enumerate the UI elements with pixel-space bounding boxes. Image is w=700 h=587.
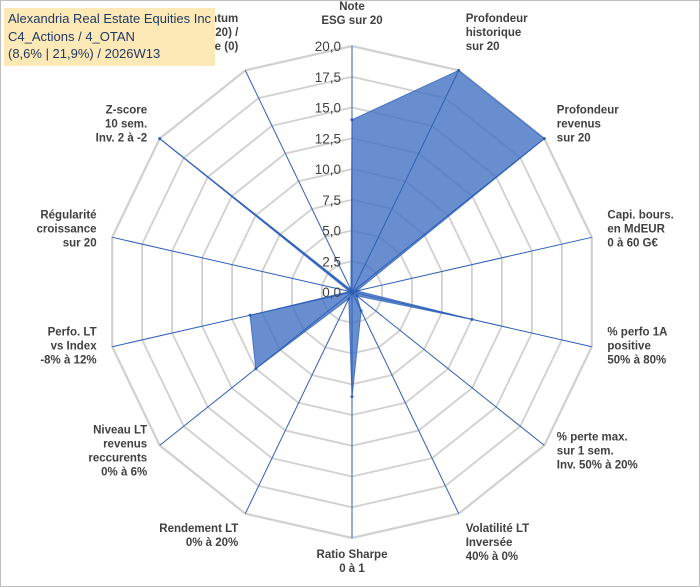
axis-label-line: Inv. 2 à -2 — [96, 133, 148, 145]
axis-spoke — [351, 70, 460, 293]
axis-label-line: % perte max. — [557, 431, 628, 443]
data-point — [248, 313, 252, 317]
radial-tick-label: 17,5 — [315, 70, 341, 85]
axis-label: % perfo 1A positive 50% à 80% — [607, 326, 667, 366]
axis-label-line: sur 20 — [557, 133, 591, 145]
data-point — [457, 68, 461, 72]
axis-spoke — [244, 291, 353, 514]
radial-tick-label: 5,0 — [322, 224, 341, 239]
axis-label-line: revenus — [557, 119, 601, 131]
axis-label-line: Volatilité LT — [466, 523, 529, 535]
axis-label-line: % perfo 1A — [607, 326, 667, 338]
axis-label: Profondeur historique sur 20 — [466, 13, 528, 53]
axis-label: Perfo. LT vs Index -8% à 12% — [40, 326, 97, 366]
axis-label-line: -8% à 12% — [40, 354, 96, 366]
axis-label-line: vs Index — [51, 340, 98, 352]
data-point — [355, 294, 359, 298]
axis-label-line: 40% à 0% — [466, 551, 518, 563]
axis-label-line: 0% à 6% — [101, 466, 147, 478]
axis-spoke — [112, 236, 353, 293]
chart-header-line-1: Alexandria Real Estate Equities Inc — [8, 11, 212, 26]
axis-label: Note ESG sur 20 — [321, 1, 382, 27]
axis-label-line: Z-score — [106, 105, 148, 117]
axis-label: Niveau LT revenus reccurents 0% à 6% — [88, 424, 147, 478]
radial-tick-label: 20,0 — [315, 39, 341, 54]
axis-label-line: 0% à 20% — [186, 537, 238, 549]
axis-label-line: Régularité — [40, 210, 96, 222]
axis-spoke — [351, 291, 460, 514]
axis-label-line: positive — [607, 340, 650, 352]
axis-label-line: Inv. 50% à 20% — [557, 459, 638, 471]
data-point — [347, 297, 351, 301]
radial-tick-label: 2,5 — [322, 254, 341, 269]
data-point — [542, 137, 546, 141]
chart-header-line-3: (8,6% | 21,9%) / 2026W13 — [8, 46, 161, 61]
axis-label-line: historique — [466, 27, 522, 39]
axis-label: Ratio Sharpe 0 à 1 — [317, 549, 388, 575]
axis-label: Volatilité LT Inversée 40% à 0% — [466, 523, 529, 563]
axis-label-line: en MdEUR — [607, 224, 665, 236]
axis-label-line: Profondeur — [557, 105, 619, 117]
data-point — [350, 395, 354, 399]
axis-label-line: 50% à 80% — [607, 354, 666, 366]
axis-spoke — [112, 291, 353, 348]
axis-label: Rendement LT 0% à 20% — [159, 523, 238, 549]
axis-label-line: sur 20 — [466, 41, 500, 53]
data-point — [470, 317, 474, 321]
axis-label-line: 10 sem. — [105, 119, 147, 131]
axis-label-line: reccurents — [88, 452, 147, 464]
axis-spoke — [351, 291, 545, 446]
axis-label-line: Inversée — [466, 537, 513, 549]
data-point — [158, 137, 162, 141]
axis-spoke — [351, 138, 545, 293]
data-point — [355, 289, 359, 293]
axis-label: Z-score 10 sem. Inv. 2 à -2 — [96, 105, 148, 145]
axis-label: Régularité croissance sur 20 — [36, 210, 96, 250]
data-point — [350, 118, 354, 122]
axis-label-line: Rendement LT — [159, 523, 238, 535]
axis-label-line: sur 1 sem. — [557, 445, 614, 457]
axis-label-line: Ratio Sharpe — [317, 549, 388, 561]
axis-label: Capi. bours. en MdEUR 0 à 60 G€ — [607, 210, 673, 250]
axis-label-line: Perfo. LT — [48, 326, 97, 338]
axis-label-line: Profondeur — [466, 13, 528, 25]
axis-label: Profondeur revenus sur 20 — [557, 105, 619, 145]
axis-label-line: croissance — [36, 224, 96, 236]
axis-label-line: sur 20 — [63, 238, 97, 250]
axis-label-line: revenus — [103, 438, 147, 450]
axis-label-line: ESG sur 20 — [321, 15, 382, 27]
data-point — [254, 367, 258, 371]
axis-label-line: 0 à 60 G€ — [607, 238, 658, 250]
chart-header-line-2: C4_Actions / 4_OTAN — [8, 28, 135, 44]
axis-label-line: Capi. bours. — [607, 210, 673, 222]
axis-label-line: Note — [339, 1, 365, 13]
axis-spoke — [351, 236, 592, 293]
radial-tick-label: 0,0 — [322, 285, 341, 300]
radial-tick-label: 10,0 — [315, 162, 341, 177]
axis-label: % perte max. sur 1 sem. Inv. 50% à 20% — [557, 431, 638, 471]
data-point — [349, 288, 353, 292]
axis-label-line: 0 à 1 — [339, 563, 365, 575]
radial-tick-label: 7,5 — [322, 193, 341, 208]
radial-tick-label: 15,0 — [315, 101, 341, 116]
axis-spoke — [159, 138, 353, 293]
radial-tick-label: 12,5 — [315, 131, 341, 146]
axis-spoke — [244, 70, 353, 293]
chart-header: Alexandria Real Estate Equities Inc C4_A… — [4, 8, 215, 66]
data-point — [359, 309, 363, 313]
axis-label-line: Niveau LT — [93, 424, 147, 436]
